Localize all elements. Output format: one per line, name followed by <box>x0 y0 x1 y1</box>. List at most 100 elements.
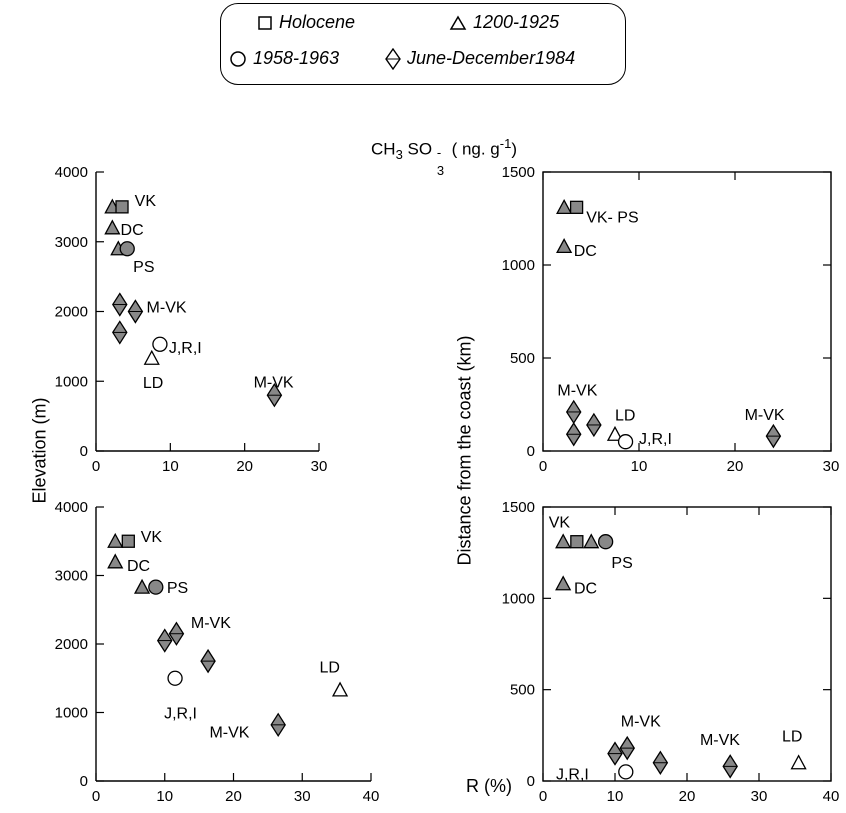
y-tick-label: 1000 <box>55 705 88 722</box>
triangle-marker <box>104 219 121 235</box>
legend-label: Holocene <box>279 12 356 32</box>
legend: Holocene 1200-1925 1958-1963 June-Decemb… <box>220 3 626 85</box>
diamond-marker <box>156 628 173 653</box>
x-tick-label: 40 <box>823 788 840 805</box>
y-tick-label: 0 <box>80 773 88 790</box>
legend-item-holocene: Holocene <box>257 12 355 33</box>
top-label-unit-sup: -1 <box>499 136 512 151</box>
point-annotation: DC <box>574 580 597 597</box>
y-tick-label: 500 <box>510 682 535 699</box>
legend-item-1958-1963: 1958-1963 <box>229 48 339 69</box>
point-annotation: VK <box>549 515 571 532</box>
x-tick-label: 20 <box>225 788 242 805</box>
top-label-close: ) <box>511 139 517 159</box>
diamond-marker <box>168 621 185 646</box>
triangle-marker <box>583 533 600 549</box>
point-annotation: LD <box>319 660 339 677</box>
point-annotation: M-VK <box>191 615 231 632</box>
diamond-marker <box>112 292 128 317</box>
diamond-marker <box>127 299 144 324</box>
legend-item-june-december1984: June-December1984 <box>385 48 576 71</box>
x-tick-label: 30 <box>311 458 328 475</box>
y-tick-label: 3000 <box>55 234 88 251</box>
triangle-marker <box>556 198 573 214</box>
square-marker <box>121 534 135 548</box>
x-tick-label: 0 <box>539 458 547 475</box>
y-tick-label: 1500 <box>502 499 535 516</box>
triangle-marker <box>606 425 624 441</box>
triangle-marker <box>133 578 151 594</box>
point-annotation: PS <box>611 555 632 572</box>
y-tick-label: 1000 <box>55 373 88 390</box>
point-annotation: M-VK <box>700 732 740 749</box>
diamond-marker <box>200 648 216 674</box>
x-tick-label: 40 <box>363 788 380 805</box>
point-annotation: PS <box>167 580 188 597</box>
top-label-text: SO <box>407 139 433 159</box>
point-annotation: LD <box>143 375 163 392</box>
top-label-sub: 3 <box>436 162 445 178</box>
x-tick-label: 10 <box>162 458 179 475</box>
circle-marker <box>148 579 164 595</box>
circle-marker <box>597 534 614 550</box>
circle-marker <box>152 336 168 352</box>
top-label: CH3 SO - 3 ( ng. g-1) <box>371 136 517 178</box>
x-tick-label: 20 <box>236 458 253 475</box>
point-annotation: M-VK <box>557 383 597 400</box>
point-annotation: M-VK <box>147 300 187 317</box>
circle-marker <box>119 241 135 257</box>
triangle-marker <box>331 681 349 697</box>
point-annotation: VK- PS <box>586 210 638 227</box>
triangle-marker <box>555 575 572 591</box>
y-tick-label: 2000 <box>55 304 88 321</box>
x-tick-label: 30 <box>294 788 311 805</box>
diamond-marker <box>266 382 283 408</box>
point-annotation: PS <box>133 259 154 276</box>
legend-item-1200-1925: 1200-1925 <box>449 12 559 33</box>
y-tick-label: 0 <box>527 773 535 790</box>
diamond-marker <box>112 320 128 345</box>
point-annotation: DC <box>574 243 597 260</box>
diamond-marker <box>652 750 669 775</box>
diamond-marker <box>607 741 623 766</box>
y-tick-label: 500 <box>510 350 535 367</box>
circle-marker <box>617 434 634 450</box>
triangle-marker <box>555 533 572 549</box>
circle-icon <box>230 51 246 67</box>
diamond-marker <box>722 754 738 779</box>
point-annotation: J,R,I <box>639 431 672 448</box>
square-icon <box>258 16 272 30</box>
x-tick-label: 0 <box>92 788 100 805</box>
circle-marker <box>167 670 183 686</box>
x-tick-label: 20 <box>727 458 744 475</box>
top-label-sup: - <box>436 144 442 160</box>
y-tick-label: 4000 <box>55 164 88 181</box>
legend-label: June-December1984 <box>407 48 576 68</box>
x-tick-label: 0 <box>92 458 100 475</box>
x-tick-label: 10 <box>156 788 173 805</box>
x-tick-label: 20 <box>679 788 696 805</box>
point-annotation: DC <box>121 222 144 239</box>
point-annotation: LD <box>615 408 635 425</box>
point-annotation: J,R,I <box>164 706 197 723</box>
x-tick-label: 0 <box>539 788 547 805</box>
diamond-marker <box>765 423 782 449</box>
y-tick-label: 1500 <box>502 164 535 181</box>
y-tick-label: 1000 <box>502 590 535 607</box>
diamond-icon <box>385 48 401 71</box>
point-annotation: DC <box>127 558 150 575</box>
square-marker <box>569 200 584 214</box>
point-annotation: VK <box>141 529 163 546</box>
triangle-marker <box>143 349 160 365</box>
triangle-marker <box>107 553 124 569</box>
r-axis-title: R (%) <box>466 776 512 796</box>
circle-marker <box>618 764 634 780</box>
y-tick-label: 4000 <box>55 499 88 516</box>
triangle-marker <box>107 532 124 548</box>
y-tick-label: 2000 <box>55 636 88 653</box>
point-annotation: VK <box>135 193 157 210</box>
diamond-marker <box>619 735 636 761</box>
